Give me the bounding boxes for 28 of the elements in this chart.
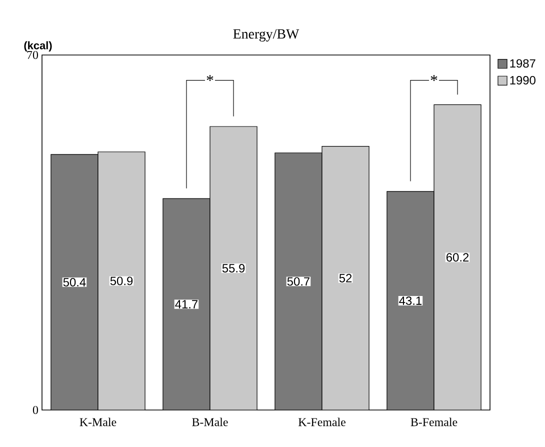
- y-tick-label: 70: [27, 50, 38, 60]
- bar: [50, 154, 98, 410]
- annotation: *: [206, 75, 214, 81]
- data-label: 50.4: [63, 278, 86, 286]
- bar: [162, 198, 210, 410]
- bar: [274, 152, 322, 410]
- data-label: 50.9: [110, 276, 133, 286]
- data-label: 50.7: [287, 277, 310, 286]
- x-tick-label: B-Male: [192, 418, 228, 426]
- annotation: *: [430, 75, 438, 81]
- bar: [434, 104, 482, 410]
- data-label: 60.2: [446, 253, 469, 262]
- bar: [210, 126, 258, 410]
- legend-label: 1987: [510, 59, 536, 68]
- bar: [386, 191, 434, 410]
- y-tick-label: 0: [32, 406, 38, 414]
- data-label: 55.9: [222, 264, 245, 272]
- data-label: 43.1: [399, 296, 422, 305]
- bar: [322, 146, 370, 410]
- data-label: 41.7: [175, 300, 198, 308]
- data-label: 52: [339, 274, 352, 282]
- bar: [98, 152, 146, 410]
- x-tick-label: B-Female: [410, 418, 458, 426]
- x-tick-label: K-Male: [80, 418, 116, 426]
- chart-title: Energy/BW: [233, 29, 300, 42]
- x-tick-label: K-Female: [298, 418, 346, 426]
- y-axis-title: (kcal): [24, 41, 52, 52]
- legend-label: 1990: [510, 76, 536, 84]
